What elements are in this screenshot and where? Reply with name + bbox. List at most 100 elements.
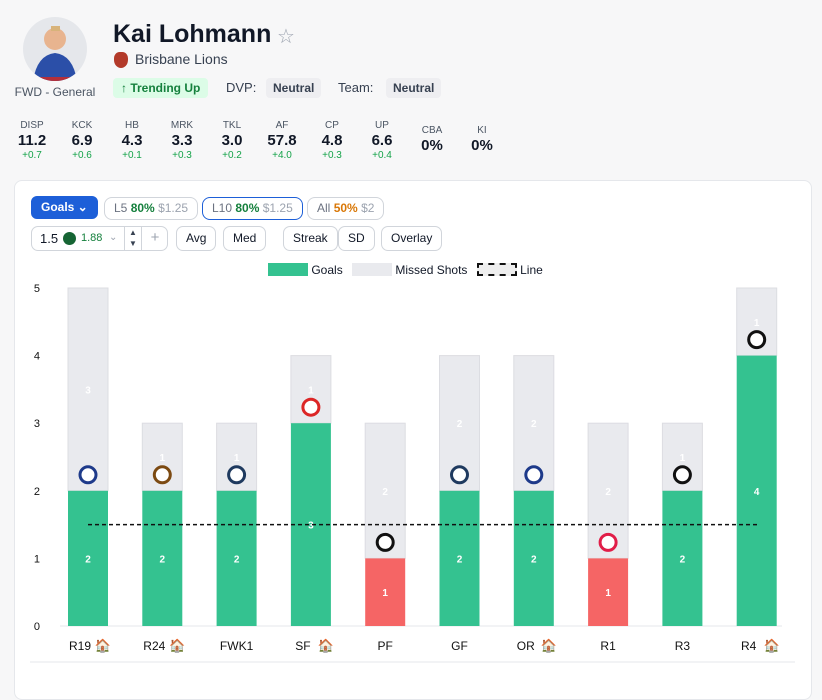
goals-value-label: 2: [160, 554, 166, 565]
stat-up: UP 6.6 +0.4: [357, 120, 407, 161]
stat-label: TKL: [222, 120, 242, 131]
stat-label: HB: [125, 120, 139, 131]
stat-label: MRK: [170, 120, 194, 131]
chevron-down-icon[interactable]: ⌄: [109, 232, 118, 243]
missed-value-label: 1: [680, 453, 686, 464]
l5-label: L5: [114, 201, 128, 215]
all-filter[interactable]: All 50% $2: [307, 197, 385, 220]
line-value[interactable]: 1.5: [40, 231, 59, 246]
stat-select-dropdown[interactable]: Goals ⌄: [31, 196, 98, 219]
legend-goals-swatch: [268, 263, 308, 276]
x-tick-label: R3: [675, 639, 691, 653]
hawks-logo-icon: [152, 465, 172, 485]
avatar: [23, 17, 87, 81]
stat-cba: CBA 0%: [407, 125, 457, 154]
trend-badge: ↑ Trending Up: [113, 78, 209, 98]
l10-label: L10: [212, 201, 233, 215]
stat-value: 4.3: [121, 132, 143, 149]
all-pct: 50%: [333, 201, 358, 215]
missed-value-label: 1: [234, 453, 240, 464]
team-badge: Neutral: [386, 78, 442, 98]
l10-filter[interactable]: L10 80% $1.25: [202, 197, 303, 220]
stat-label: KCK: [71, 120, 93, 131]
missed-value-label: 3: [85, 385, 91, 396]
goals-bar[interactable]: [736, 355, 777, 626]
stat-value: 3.0: [221, 132, 243, 149]
bulldogs-logo-icon: [524, 465, 544, 485]
stat-delta: +4.0: [272, 150, 292, 161]
line-input-group: 1.5 1.88 ⌄ ▲ ▼ +: [31, 226, 168, 251]
y-tick-label: 3: [34, 418, 40, 430]
avg-button[interactable]: Avg: [176, 226, 217, 251]
stat-label: UP: [375, 120, 389, 131]
home-icon: 🏠: [95, 638, 111, 653]
swans-logo-icon: [598, 532, 618, 552]
home-icon: 🏠: [169, 638, 185, 653]
x-tick-label: PF: [378, 639, 393, 653]
stat-label: KI: [477, 125, 487, 136]
goals-bar[interactable]: [662, 490, 703, 626]
dvp-label: DVP:: [226, 80, 257, 95]
dvp-badge: Neutral: [266, 78, 322, 98]
missed-value-label: 2: [457, 419, 463, 430]
stat-value: 6.9: [71, 132, 93, 149]
goals-value-label: 2: [234, 554, 240, 565]
goals-bar[interactable]: [365, 558, 406, 626]
cats-logo-icon: [227, 465, 247, 485]
streak-button[interactable]: Streak: [283, 226, 338, 251]
l5-filter[interactable]: L5 80% $1.25: [104, 197, 199, 220]
x-tick-label: R1: [600, 639, 616, 653]
legend-line: Line: [520, 263, 543, 277]
goals-bar[interactable]: [142, 490, 183, 626]
plus-icon[interactable]: +: [141, 227, 168, 250]
y-tick-label: 2: [34, 486, 40, 498]
x-tick-label: SF: [295, 639, 310, 653]
y-tick-label: 1: [34, 553, 40, 565]
favorite-star-icon[interactable]: ☆: [277, 26, 295, 48]
stepper-icon[interactable]: ▲ ▼: [124, 227, 141, 250]
goals-value-label: 1: [605, 588, 611, 599]
goals-bar[interactable]: [439, 490, 480, 626]
goals-value-label: 2: [457, 554, 463, 565]
goals-value-label: 3: [308, 521, 314, 532]
legend-missed: Missed Shots: [395, 263, 468, 277]
x-tick-label: OR: [517, 639, 535, 653]
team-label: Team:: [338, 80, 374, 95]
stat-kck: KCK 6.9 +0.6: [57, 120, 107, 161]
missed-value-label: 1: [308, 385, 314, 396]
all-odds: $2: [361, 201, 375, 215]
stat-delta: +0.2: [222, 150, 242, 161]
goals-bar[interactable]: [216, 490, 257, 626]
player-name: Kai Lohmann: [113, 20, 272, 48]
stat-label: CP: [325, 120, 339, 131]
med-button[interactable]: Med: [223, 226, 267, 251]
home-icon: 🏠: [541, 638, 557, 653]
goals-bar[interactable]: [588, 558, 629, 626]
player-position: FWD - General: [14, 85, 96, 99]
stat-delta: +0.3: [322, 150, 342, 161]
goals-bar[interactable]: [290, 423, 331, 626]
missed-value-label: 1: [754, 318, 760, 329]
all-label: All: [317, 201, 331, 215]
stat-label: AF: [275, 120, 289, 131]
overlay-button[interactable]: Overlay: [381, 226, 443, 251]
sd-button[interactable]: SD: [338, 226, 375, 251]
legend-goals: Goals: [311, 263, 343, 277]
stat-delta: +0.7: [22, 150, 42, 161]
missed-value-label: 2: [605, 487, 611, 498]
stat-value: 57.8: [267, 132, 297, 149]
stat-af: AF 57.8 +4.0: [257, 120, 307, 161]
stat-delta: +0.1: [122, 150, 142, 161]
stat-ki: KI 0%: [457, 125, 507, 154]
stat-value: 0%: [421, 137, 443, 154]
y-tick-label: 5: [34, 283, 40, 295]
stat-tkl: TKL 3.0 +0.2: [207, 120, 257, 161]
stat-disp: DISP 11.2 +0.7: [7, 120, 57, 161]
goals-bar[interactable]: [513, 490, 554, 626]
y-tick-label: 4: [34, 351, 40, 363]
goals-bar[interactable]: [68, 490, 108, 626]
goals-value-label: 1: [382, 588, 388, 599]
x-tick-label: R19: [69, 639, 91, 653]
stat-label: CBA: [421, 125, 443, 136]
stat-value: 0%: [471, 137, 493, 154]
